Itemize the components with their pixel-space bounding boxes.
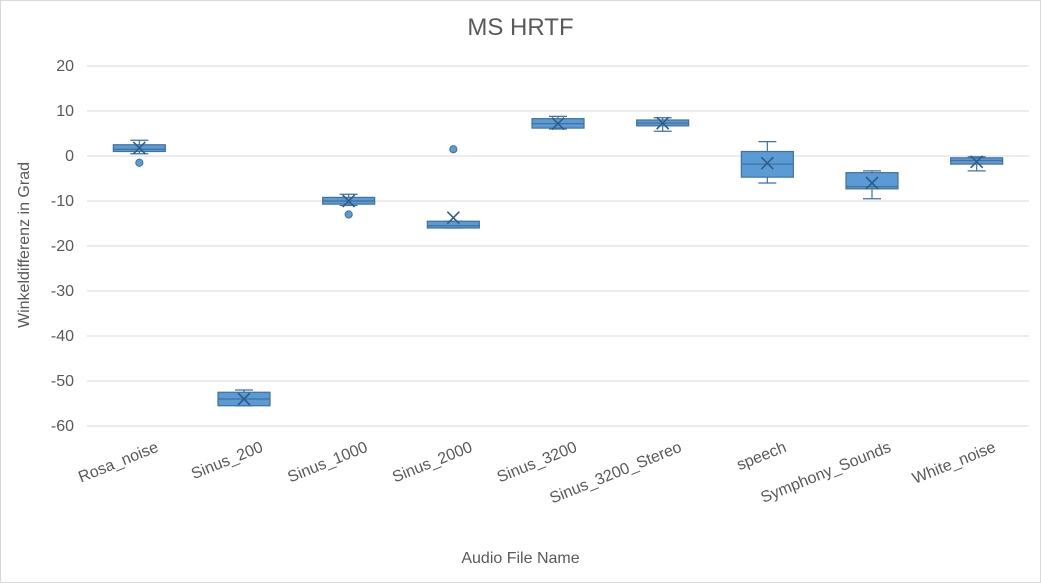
- mean-marker: [760, 156, 774, 170]
- x-tick-label: Rosa_noise: [76, 439, 161, 486]
- mean-marker: [656, 116, 670, 130]
- mean-marker: [342, 194, 356, 208]
- mean-marker: [551, 117, 565, 131]
- mean-marker: [237, 392, 251, 406]
- outlier-point: [135, 158, 144, 167]
- mean-marker: [865, 176, 879, 190]
- mean-marker: [132, 141, 146, 155]
- x-tick-label: Sinus_1000: [285, 439, 370, 486]
- y-tick-label: -20: [51, 238, 74, 255]
- y-tick-label: 20: [56, 58, 74, 75]
- x-tick-label: Sinus_200: [189, 439, 266, 483]
- y-tick-label: -50: [51, 373, 74, 390]
- x-tick-label: speech: [735, 439, 789, 474]
- x-tick-label: Sinus_3200: [495, 439, 580, 486]
- x-axis-title: Audio File Name: [461, 550, 580, 567]
- mean-marker: [970, 155, 984, 169]
- y-tick-label: -10: [51, 193, 74, 210]
- y-tick-label: -30: [51, 283, 74, 300]
- x-tick-label: Sinus_2000: [390, 439, 475, 486]
- y-tick-label: -60: [51, 418, 74, 435]
- y-tick-label: -40: [51, 328, 74, 345]
- y-tick-label: 0: [65, 148, 74, 165]
- outlier-point: [344, 210, 353, 219]
- box-symphony-sounds: [845, 172, 899, 190]
- chart-title: MS HRTF: [467, 14, 574, 41]
- mean-marker: [446, 211, 460, 225]
- outlier-point: [449, 145, 458, 154]
- y-tick-label: 10: [56, 103, 74, 120]
- box-sinus-2000: [426, 220, 480, 229]
- x-tick-label: White_noise: [910, 439, 998, 488]
